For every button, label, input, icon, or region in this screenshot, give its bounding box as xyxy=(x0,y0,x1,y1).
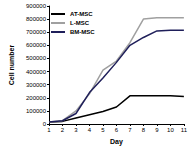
svg-text:700000: 700000 xyxy=(26,29,47,35)
svg-text:800000: 800000 xyxy=(26,16,47,22)
svg-text:100000: 100000 xyxy=(26,108,47,114)
svg-text:7: 7 xyxy=(128,127,132,133)
svg-text:6: 6 xyxy=(115,127,119,133)
svg-text:10: 10 xyxy=(167,127,174,133)
svg-text:300000: 300000 xyxy=(26,82,47,88)
svg-text:4: 4 xyxy=(88,127,92,133)
svg-text:900000: 900000 xyxy=(26,3,47,9)
svg-text:1: 1 xyxy=(47,127,51,133)
svg-text:5: 5 xyxy=(101,127,105,133)
svg-text:L-MSC: L-MSC xyxy=(70,20,90,26)
svg-text:8: 8 xyxy=(142,127,146,133)
svg-text:0: 0 xyxy=(43,121,47,127)
svg-text:200000: 200000 xyxy=(26,95,47,101)
svg-text:11: 11 xyxy=(181,127,188,133)
svg-text:400000: 400000 xyxy=(26,69,47,75)
svg-text:600000: 600000 xyxy=(26,42,47,48)
svg-text:9: 9 xyxy=(155,127,159,133)
svg-text:AT-MSC: AT-MSC xyxy=(70,11,93,17)
svg-text:2: 2 xyxy=(61,127,65,133)
svg-text:Day: Day xyxy=(110,138,123,146)
svg-text:BM-MSC: BM-MSC xyxy=(70,29,95,35)
svg-text:500000: 500000 xyxy=(26,55,47,61)
svg-text:3: 3 xyxy=(74,127,78,133)
svg-text:Cell number: Cell number xyxy=(8,44,15,85)
